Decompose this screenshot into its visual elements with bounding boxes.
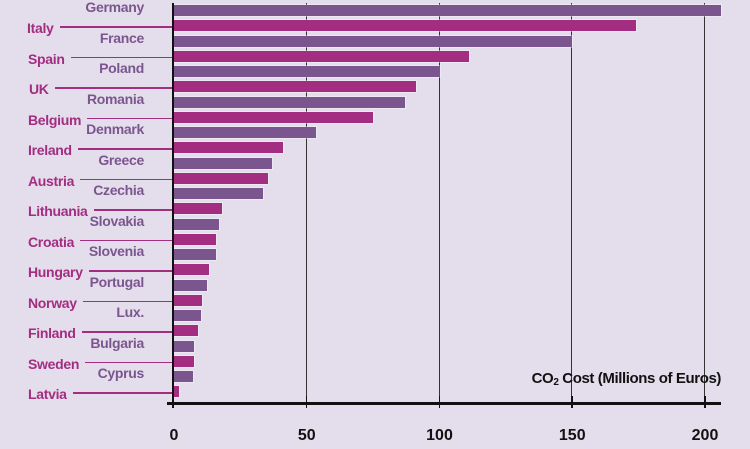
leader-line [93,209,173,211]
bar-croatia [174,233,217,245]
bar-ireland [174,142,283,154]
category-label: Lithuania [28,203,88,220]
category-label: Austria [28,172,75,189]
x-tick [704,396,706,408]
bar-hungary [174,264,209,276]
bar-france [174,35,573,47]
bar-portugal [174,279,208,291]
leader-line [88,270,173,272]
x-tick-label: 0 [169,427,179,444]
leader-line [70,56,173,59]
x-tick [571,396,573,408]
category-label: Portugal [89,273,145,290]
leader-line [82,300,173,303]
leader-line [80,178,173,181]
leader-line [59,26,173,28]
bar-slovenia [174,249,217,260]
category-label: Bulgaria [90,334,144,351]
category-label: Czechia [93,182,144,198]
bar-denmark [174,127,317,138]
bar-czechia [174,188,263,199]
bar-sweden [174,355,194,367]
category-label: Latvia [28,386,67,403]
category-label: Cyprus [97,365,145,381]
category-label: Poland [99,60,144,76]
bar-greece [174,157,273,169]
x-tick [305,396,308,408]
category-label: Croatia [28,233,75,250]
category-label: Lux. [116,304,144,320]
leader-line [81,331,173,333]
bar-bulgaria [174,340,194,352]
x-tick-label: 150 [558,427,586,444]
bar-austria [174,172,269,184]
category-label: UK [29,81,49,98]
leader-line [77,148,173,150]
gridline [704,3,705,402]
bar-latvia [174,386,180,398]
category-label: Greece [98,151,144,168]
category-label: Denmark [86,121,144,137]
x-tick-label: 50 [297,427,316,444]
category-label: Germany [85,0,144,15]
gridline [305,3,307,402]
x-tick [438,396,440,408]
bar-uk [174,81,416,93]
bar-cyprus [174,371,193,382]
bar-lux [174,310,201,321]
x-axis [167,402,721,405]
category-label: Finland [28,325,76,342]
category-label: Spain [28,50,65,67]
bar-romania [174,96,405,108]
bar-belgium [174,111,374,123]
gridline [438,3,440,402]
bar-spain [174,50,469,62]
x-tick-label: 100 [426,427,453,444]
bar-slovakia [174,218,220,230]
category-label: Belgium [28,111,82,128]
category-label: Italy [27,20,54,37]
gridline [571,3,573,402]
category-label: Hungary [28,264,83,281]
category-label: Slovakia [89,212,145,229]
x-axis-title: CO2 Cost (Millions of Euros) [531,370,722,388]
bar-italy [174,20,636,32]
leader-line [80,239,173,242]
category-label: Norway [28,294,77,311]
leader-line [54,87,173,89]
y-axis [172,3,174,408]
bar-lithuania [174,203,222,215]
bar-norway [174,294,202,306]
category-label: Sweden [28,355,80,372]
bar-germany [174,5,721,16]
leader-line [85,361,173,364]
leader-line [72,392,173,394]
x-tick-label: 200 [691,427,719,444]
category-label: Romania [86,90,144,107]
bar-poland [174,66,440,77]
category-label: France [99,29,144,46]
category-label: Ireland [28,142,72,159]
bar-finland [174,325,198,337]
leader-line [87,117,173,120]
category-label: Slovenia [88,243,144,259]
